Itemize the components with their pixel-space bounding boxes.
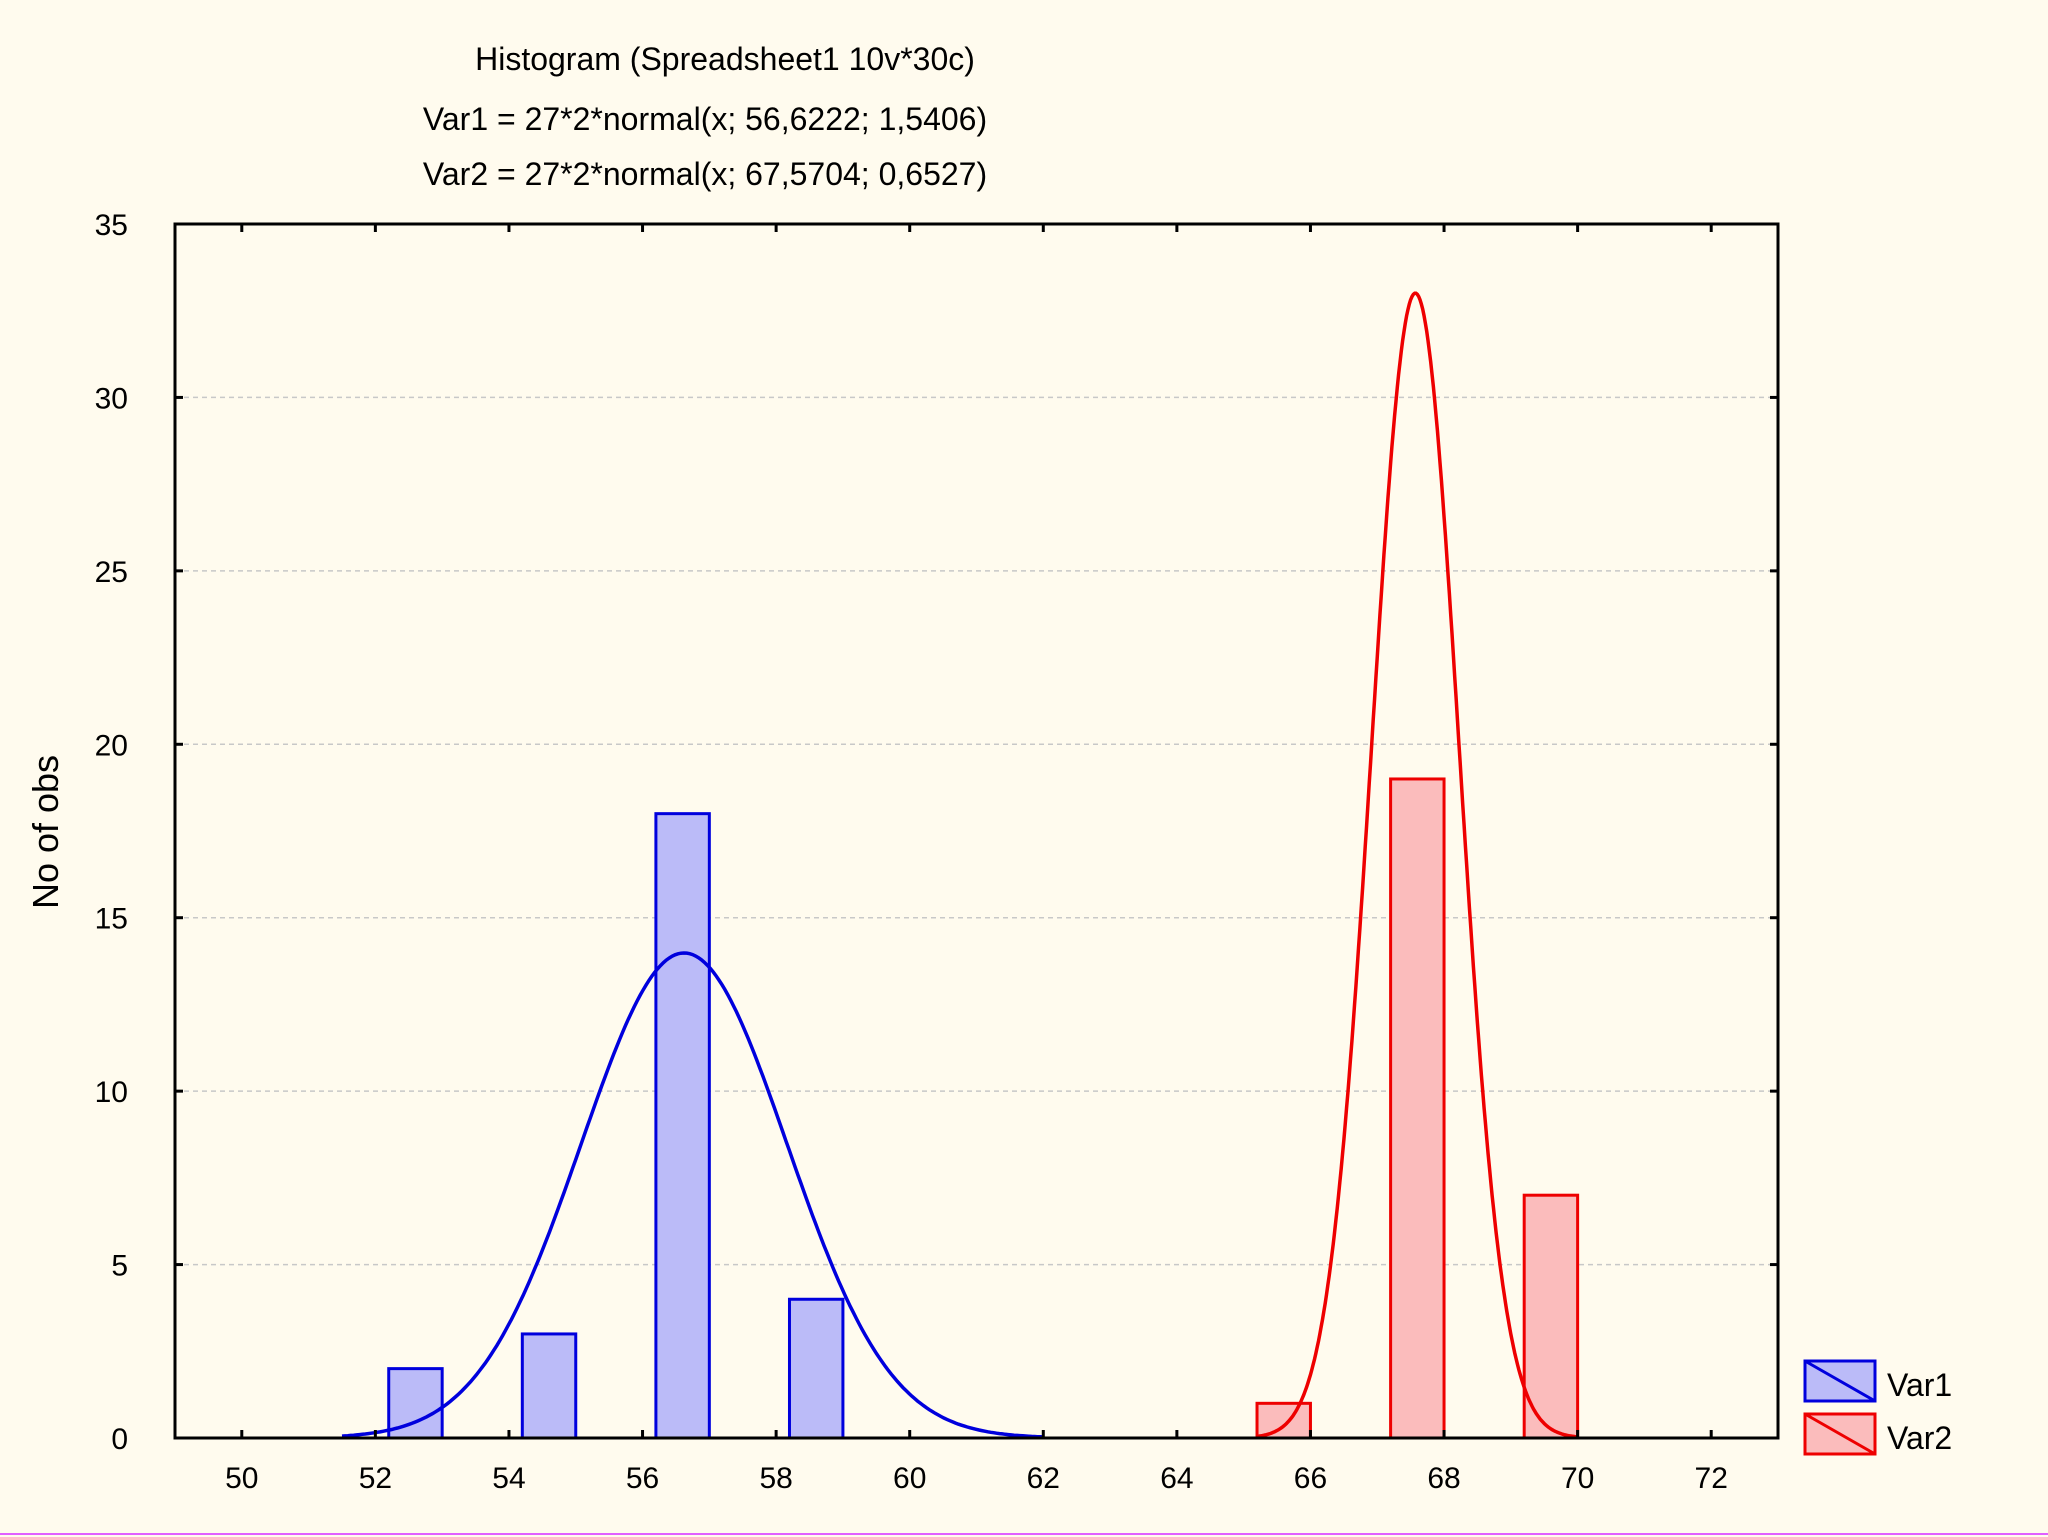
x-tick-label: 70	[1561, 1462, 1594, 1495]
x-tick-label: 58	[759, 1462, 792, 1495]
axis-ticks: 0 5 10 15 20 25 30 35 50 52 54 56 58 60 62 64 66 68 70 72	[95, 209, 1778, 1495]
legend-label-var1: Var1	[1887, 1367, 1952, 1403]
chart-subtitle-var1: Var1 = 27*2*normal(x; 56,6222; 1,5406)	[423, 101, 987, 137]
y-tick-label: 0	[111, 1423, 128, 1456]
y-tick-label: 25	[95, 556, 128, 589]
normal-curve-var1	[341, 951, 1044, 1439]
chart-subtitle-var2: Var2 = 27*2*normal(x; 67,5704; 0,6527)	[423, 156, 987, 192]
bar-var1	[654, 812, 711, 1440]
bar-var2	[1389, 777, 1446, 1440]
normal-curves	[341, 291, 1578, 1439]
y-tick-label: 20	[95, 729, 128, 762]
y-axis-label: No of obs	[25, 755, 66, 909]
histogram-bars	[387, 777, 1580, 1440]
y-tick-label: 5	[111, 1250, 128, 1283]
x-tick-label: 64	[1160, 1462, 1193, 1495]
legend-swatch-var1-diagonal	[1804, 1359, 1876, 1403]
x-tick-label: 66	[1294, 1462, 1327, 1495]
legend-item-var2: Var2	[1803, 1412, 1952, 1456]
y-tick-label: 10	[95, 1076, 128, 1109]
normal-curve-var2	[1256, 291, 1578, 1439]
legend-swatch-var2-diagonal	[1804, 1412, 1876, 1456]
legend-item-var1: Var1	[1803, 1359, 1952, 1403]
y-tick-label: 30	[95, 382, 128, 415]
bar-var1	[520, 1332, 578, 1440]
x-tick-label: 52	[359, 1462, 392, 1495]
x-tick-label: 68	[1427, 1462, 1460, 1495]
y-tick-label: 15	[95, 903, 128, 936]
y-tick-label: 35	[95, 209, 128, 242]
x-tick-label: 72	[1695, 1462, 1728, 1495]
legend: Var1 Var2	[1803, 1359, 1952, 1456]
bar-var2	[1255, 1401, 1312, 1440]
chart-title: Histogram (Spreadsheet1 10v*30c)	[475, 41, 975, 77]
legend-label-var2: Var2	[1887, 1420, 1952, 1456]
gridlines	[175, 396, 1778, 1266]
window-bottom-border	[0, 1533, 2048, 1535]
x-tick-label: 60	[893, 1462, 926, 1495]
bar-var1	[787, 1297, 845, 1440]
bar-var2	[1522, 1193, 1580, 1440]
plot-area-frame	[173, 222, 1780, 1440]
x-tick-label: 50	[225, 1462, 258, 1495]
x-tick-label: 56	[626, 1462, 659, 1495]
x-tick-label: 54	[492, 1462, 525, 1495]
x-tick-label: 62	[1027, 1462, 1060, 1495]
